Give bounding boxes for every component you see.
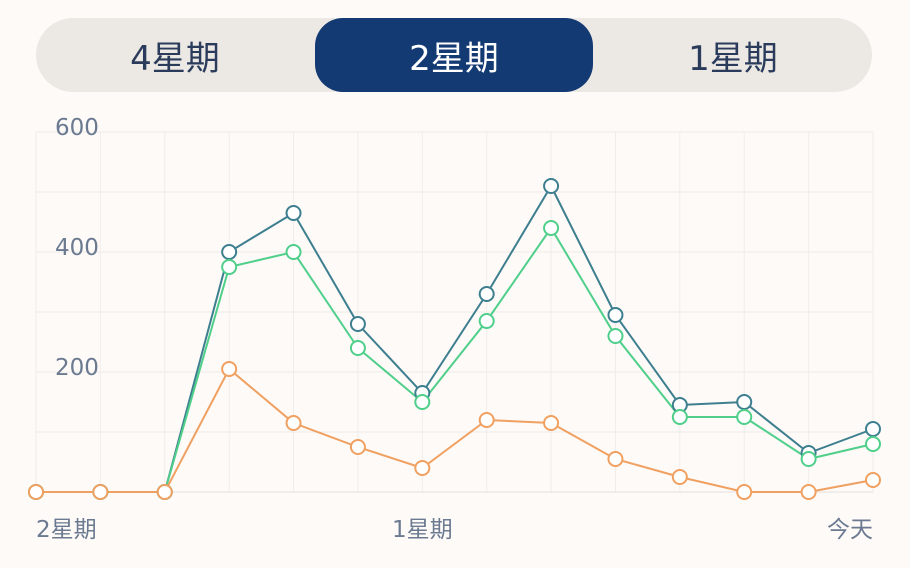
series-3-point bbox=[865, 472, 881, 488]
series-2-point bbox=[736, 409, 753, 425]
series-3-point bbox=[28, 484, 44, 500]
series-2-point bbox=[865, 436, 881, 452]
series-2-point bbox=[349, 340, 366, 356]
series-3-point bbox=[349, 439, 366, 455]
series-1-point bbox=[865, 421, 881, 437]
series-line-3 bbox=[36, 367, 874, 493]
series-3-point bbox=[800, 484, 817, 500]
y-tick-label: 200 bbox=[55, 355, 99, 381]
x-tick-label: 2星期 bbox=[36, 517, 97, 543]
series-2-point bbox=[607, 328, 624, 344]
series-3-point bbox=[221, 361, 238, 377]
series-2-point bbox=[221, 259, 238, 275]
series-2-point bbox=[543, 220, 560, 236]
tab-1-week[interactable]: 1星期 bbox=[688, 38, 778, 79]
tab-4-weeks[interactable]: 4星期 bbox=[130, 38, 220, 79]
tab-2-weeks[interactable]: 2星期 bbox=[315, 18, 593, 92]
series-1-point bbox=[221, 244, 238, 260]
series-3-point bbox=[478, 412, 495, 428]
series-2-point bbox=[285, 244, 302, 260]
series-1-point bbox=[736, 394, 753, 410]
series-2-point bbox=[414, 394, 431, 410]
series-3-point bbox=[607, 451, 624, 467]
series-3-point bbox=[285, 415, 302, 431]
series-3-point bbox=[156, 484, 173, 500]
y-tick-label: 400 bbox=[55, 235, 99, 261]
series-3-point bbox=[414, 460, 431, 476]
series-line-1 bbox=[36, 183, 874, 493]
range-segmented-control: 4星期 2星期 1星期 bbox=[36, 18, 872, 92]
series-1-point bbox=[607, 307, 624, 323]
y-tick-label: 600 bbox=[55, 115, 99, 141]
series-2-point bbox=[800, 451, 817, 467]
series-1-point bbox=[478, 286, 495, 302]
x-tick-label: 今天 bbox=[827, 517, 873, 543]
series-1-point bbox=[285, 205, 302, 221]
series-line-2 bbox=[36, 226, 874, 493]
series-3-point bbox=[543, 415, 560, 431]
series-2-point bbox=[671, 409, 688, 425]
series-3-point bbox=[671, 469, 688, 485]
series-1-point bbox=[349, 316, 366, 332]
x-tick-label: 1星期 bbox=[392, 517, 453, 543]
series-3-point bbox=[92, 484, 109, 500]
series-2-point bbox=[478, 313, 495, 329]
series-3-point bbox=[736, 484, 753, 500]
series-1-point bbox=[543, 178, 560, 194]
